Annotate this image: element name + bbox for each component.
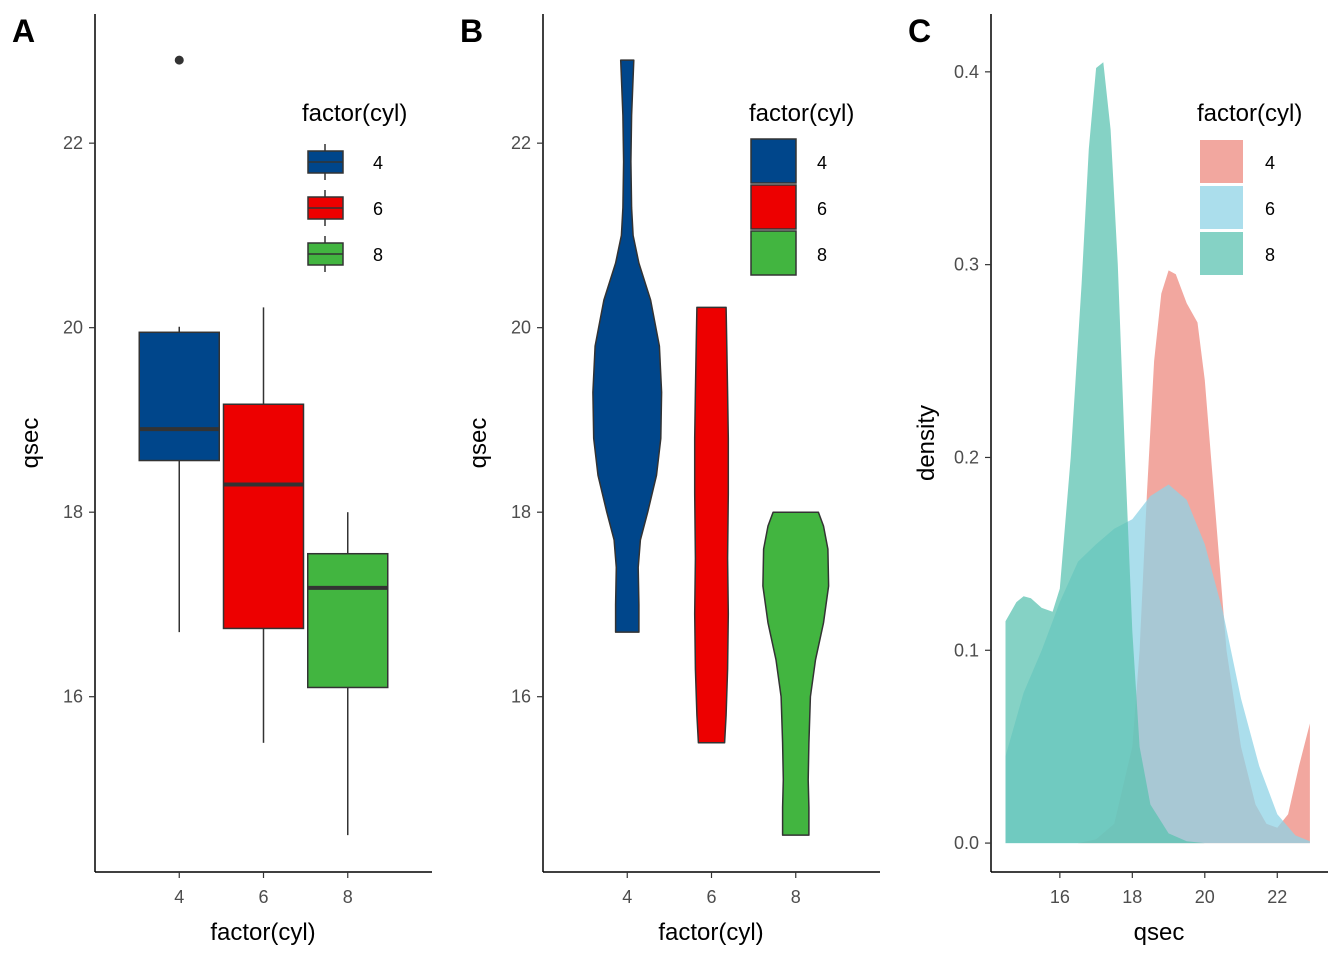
x-axis-title-b: factor(cyl)	[658, 919, 763, 946]
legend-entry-label: 6	[1265, 199, 1275, 219]
x-tick-label: 22	[1267, 887, 1287, 907]
x-ticks-b: 4 6 8	[622, 872, 801, 907]
legend-key-swatch	[1200, 232, 1243, 275]
legend-entry-label: 8	[373, 245, 383, 265]
y-ticks-b: 16 18 20 22	[511, 133, 543, 707]
x-tick-label: 6	[706, 887, 716, 907]
legend-c: factor(cyl) 4 6 8	[1197, 100, 1302, 275]
violin-shape	[592, 59, 663, 633]
violin-shape	[762, 511, 830, 836]
y-tick-label: 18	[511, 502, 531, 522]
x-tick-label: 18	[1122, 887, 1142, 907]
y-tick-label: 16	[63, 687, 83, 707]
panel-a-boxplot: A 16 18 20 22 4 6 8 factor(cyl) qsec factor(c…	[12, 13, 432, 946]
y-tick-label: 0.1	[954, 640, 979, 660]
y-axis-title-c: density	[913, 405, 940, 481]
y-tick-label: 18	[63, 502, 83, 522]
violin-shape	[693, 306, 730, 744]
y-tick-label: 22	[511, 133, 531, 153]
x-tick-label: 8	[791, 887, 801, 907]
legend-key-swatch	[750, 184, 797, 230]
x-tick-label: 6	[258, 887, 268, 907]
box-body	[138, 331, 220, 462]
legend-entry-label: 6	[373, 199, 383, 219]
box-body	[307, 552, 389, 689]
x-tick-label: 20	[1195, 887, 1215, 907]
panel-tag-a: A	[12, 13, 35, 49]
legend-entry-label: 4	[373, 153, 383, 173]
legend-title-a: factor(cyl)	[302, 100, 407, 127]
plot-area-c	[1005, 62, 1310, 844]
x-axis-title-a: factor(cyl)	[210, 919, 315, 946]
panel-tag-c: C	[908, 13, 931, 49]
y-tick-label: 0.3	[954, 255, 979, 275]
legend-entry-label: 8	[817, 245, 827, 265]
plot-area-b	[592, 59, 830, 836]
y-tick-label: 20	[511, 318, 531, 338]
legend-entry-label: 6	[817, 199, 827, 219]
density-area-cyl-8	[1005, 62, 1310, 844]
y-tick-label: 0.0	[954, 833, 979, 853]
plot-area-a	[138, 55, 389, 836]
panel-tag-b: B	[460, 13, 483, 49]
legend-key-swatch	[1200, 140, 1243, 183]
legend-title-c: factor(cyl)	[1197, 100, 1302, 127]
y-axis-title-a: qsec	[17, 418, 44, 469]
y-tick-label: 22	[63, 133, 83, 153]
panel-b-violin: B 16 18 20 22 4 6 8 factor(cyl) qsec factor(c…	[460, 13, 880, 946]
x-tick-label: 4	[174, 887, 184, 907]
x-tick-label: 4	[622, 887, 632, 907]
y-tick-label: 0.2	[954, 447, 979, 467]
y-tick-label: 16	[511, 687, 531, 707]
y-tick-label: 20	[63, 318, 83, 338]
legend-a: factor(cyl) 4 6 8	[302, 100, 407, 272]
box-body	[222, 403, 305, 630]
legend-entry-label: 8	[1265, 245, 1275, 265]
x-ticks-c: 16 18 20 22	[1050, 872, 1287, 907]
legend-entry-label: 4	[817, 153, 827, 173]
y-axis-title-b: qsec	[465, 418, 492, 469]
legend-key-swatch	[750, 138, 797, 184]
x-ticks-a: 4 6 8	[174, 872, 353, 907]
x-tick-label: 16	[1050, 887, 1070, 907]
box-outlier	[174, 55, 184, 65]
y-ticks-a: 16 18 20 22	[63, 133, 95, 707]
legend-entry-label: 4	[1265, 153, 1275, 173]
y-ticks-c: 0.0 0.1 0.2 0.3 0.4	[954, 62, 991, 853]
legend-b: factor(cyl) 4 6 8	[749, 100, 854, 276]
legend-key-swatch	[1200, 186, 1243, 229]
x-axis-title-c: qsec	[1134, 919, 1185, 946]
legend-key-swatch	[750, 230, 797, 276]
x-tick-label: 8	[343, 887, 353, 907]
legend-title-b: factor(cyl)	[749, 100, 854, 127]
y-tick-label: 0.4	[954, 62, 979, 82]
panel-c-density: C 0.00.10.20.30.4 16 18 20 22 qsec density …	[908, 13, 1328, 946]
